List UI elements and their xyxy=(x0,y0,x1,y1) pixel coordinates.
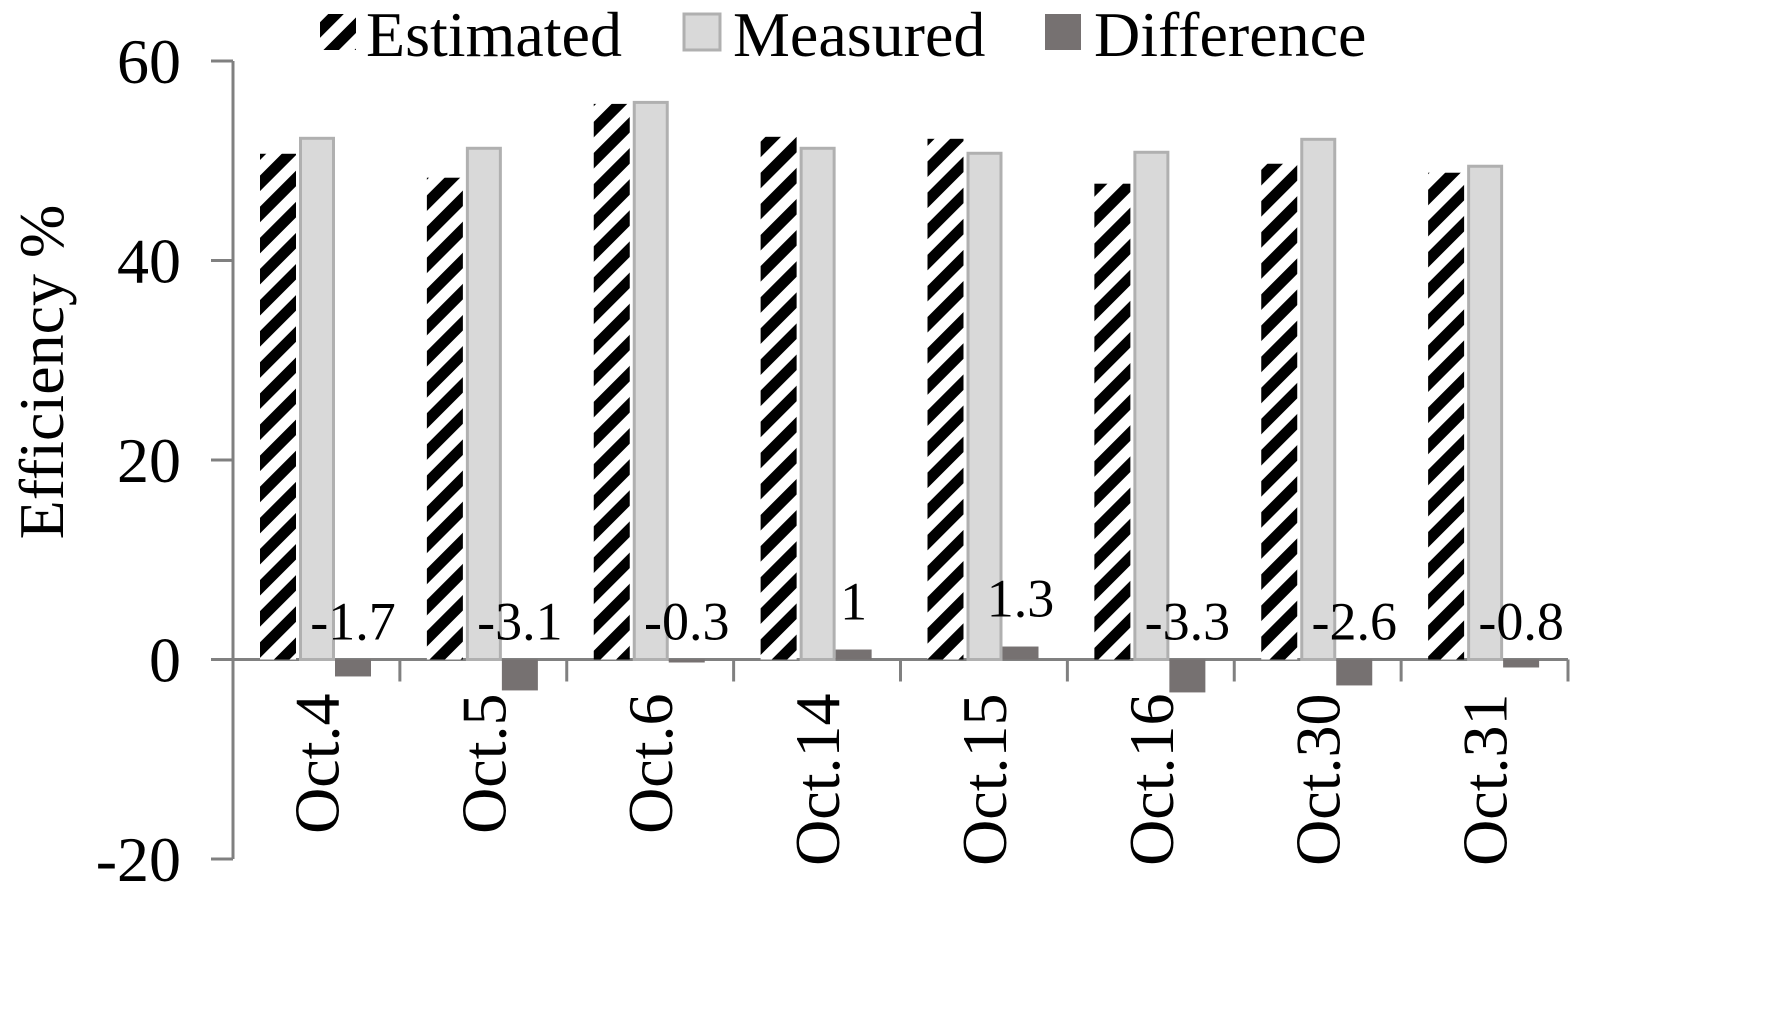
legend-swatch-measured xyxy=(682,12,722,52)
data-label-difference: 1.3 xyxy=(987,569,1055,629)
x-tick-label: Oct.5 xyxy=(448,694,519,834)
data-label-difference: -2.6 xyxy=(1312,592,1397,652)
bar-estimated-oct15 xyxy=(927,138,964,660)
bar-difference-oct16 xyxy=(1169,659,1206,693)
bars xyxy=(260,100,1540,693)
legend: Estimated Measured Difference xyxy=(320,0,1366,70)
bar-measured-oct31 xyxy=(1467,164,1504,662)
bar-difference-oct30 xyxy=(1336,659,1373,686)
x-tick-label: Oct.31 xyxy=(1450,694,1521,866)
y-tick-label: 40 xyxy=(117,226,181,297)
x-tick-label: Oct.6 xyxy=(615,694,686,834)
labels: -1.7 Oct.4 -3.1 Oct.5 -0.3 Oct.6 1 Oct.14 1.3 Oct… xyxy=(281,569,1563,866)
bar-estimated-oct5 xyxy=(426,177,463,660)
y-axis-label: Efficiency % xyxy=(6,205,77,540)
legend-swatch-difference xyxy=(1045,14,1081,50)
bar-difference-oct31 xyxy=(1503,659,1540,668)
data-label-difference: -3.3 xyxy=(1145,592,1230,652)
data-label-difference: -3.1 xyxy=(477,592,562,652)
x-tick-label: Oct.16 xyxy=(1116,694,1187,866)
legend-label-estimated: Estimated xyxy=(366,0,622,70)
bar-measured-oct30 xyxy=(1300,137,1337,661)
bar-measured-oct14 xyxy=(799,146,836,661)
x-tick-label: Oct.15 xyxy=(949,694,1020,866)
data-label-difference: -1.7 xyxy=(310,592,395,652)
bar-estimated-oct6 xyxy=(593,103,630,660)
y-tick-label: -20 xyxy=(96,824,181,895)
bar-estimated-oct14 xyxy=(760,136,797,660)
legend-label-measured: Measured xyxy=(733,0,985,70)
bar-estimated-oct31 xyxy=(1428,172,1465,660)
bar-estimated-oct4 xyxy=(260,153,296,660)
data-label-difference: -0.8 xyxy=(1478,592,1563,652)
bar-difference-oct4 xyxy=(335,659,371,677)
y-tick-label: 0 xyxy=(149,625,181,696)
bar-measured-oct15 xyxy=(966,151,1003,662)
bar-estimated-oct16 xyxy=(1094,183,1131,660)
y-tick-label: 20 xyxy=(117,425,181,496)
x-tick-label: Oct.4 xyxy=(281,694,352,834)
legend-swatch-estimated xyxy=(320,14,356,50)
bar-estimated-oct30 xyxy=(1261,163,1298,660)
x-tick-label: Oct.30 xyxy=(1283,694,1354,866)
data-label-difference: -0.3 xyxy=(644,592,729,652)
bar-difference-oct6 xyxy=(668,659,705,663)
bar-difference-oct14 xyxy=(835,649,872,660)
x-tick-label: Oct.14 xyxy=(782,694,853,866)
bar-measured-oct6 xyxy=(632,100,669,661)
legend-label-difference: Difference xyxy=(1094,0,1366,70)
bar-measured-oct16 xyxy=(1133,150,1170,661)
data-label-difference: 1 xyxy=(840,572,867,632)
bar-difference-oct15 xyxy=(1002,646,1039,660)
bar-measured-oct4 xyxy=(299,136,335,661)
bar-difference-oct5 xyxy=(501,659,538,691)
bar-measured-oct5 xyxy=(465,146,502,661)
y-tick-label: 60 xyxy=(117,26,181,97)
